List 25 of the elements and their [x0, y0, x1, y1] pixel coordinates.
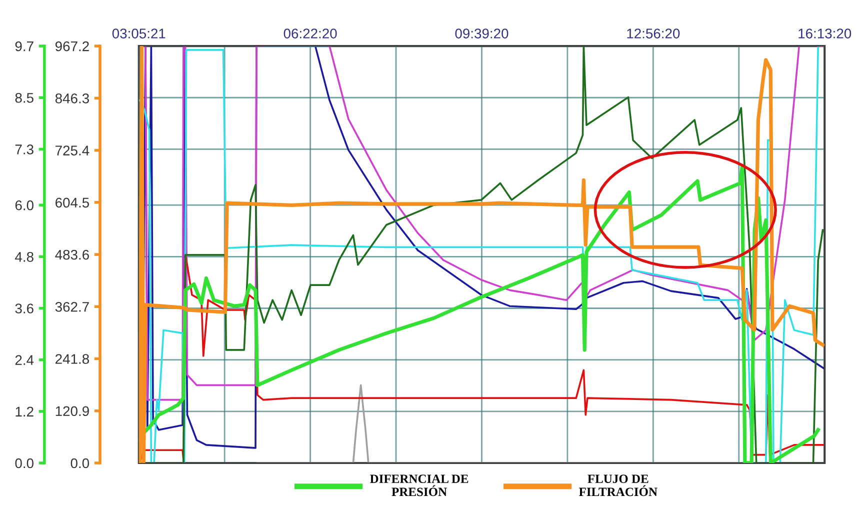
- y2-tick-label: 362.7: [55, 302, 89, 312]
- x-tick-label: 16:13:20: [798, 28, 852, 38]
- y-tick-label: 9.7: [15, 41, 34, 52]
- legend-label: DIFERNCIAL DE PRESIÓN: [370, 474, 468, 496]
- y2-tick-label: 0.0: [70, 458, 90, 468]
- y-tick-label: 1.2: [16, 406, 34, 416]
- y-tick-label: 6.0: [15, 200, 34, 210]
- y-tick-label: 4.8: [15, 252, 34, 262]
- legend-label: FLUJO DE FILTRACIÓN: [578, 474, 658, 496]
- x-tick-label: 06:22:20: [284, 28, 337, 38]
- y2-tick-label: 604.5: [56, 198, 89, 208]
- y-tick-label: 3.6: [15, 304, 34, 314]
- y2-tick-label: 725.4: [56, 146, 90, 156]
- y2-tick-label: 241.8: [56, 354, 89, 364]
- x-tick-label: 03:05:21: [112, 28, 166, 38]
- x-tick-label: 09:39:20: [455, 28, 508, 38]
- y-tick-label: 8.5: [15, 92, 34, 103]
- y2-tick-label: 967.2: [55, 41, 89, 52]
- y-tick-label: 2.4: [15, 355, 34, 365]
- y2-tick-label: 846.3: [55, 94, 89, 104]
- y2-tick-label: 120.9: [56, 406, 89, 416]
- y-tick-label: 0.0: [15, 458, 34, 468]
- y-tick-label: 7.3: [15, 144, 34, 154]
- x-tick-label: 12:56:20: [627, 28, 680, 38]
- y2-tick-label: 483.6: [55, 250, 89, 260]
